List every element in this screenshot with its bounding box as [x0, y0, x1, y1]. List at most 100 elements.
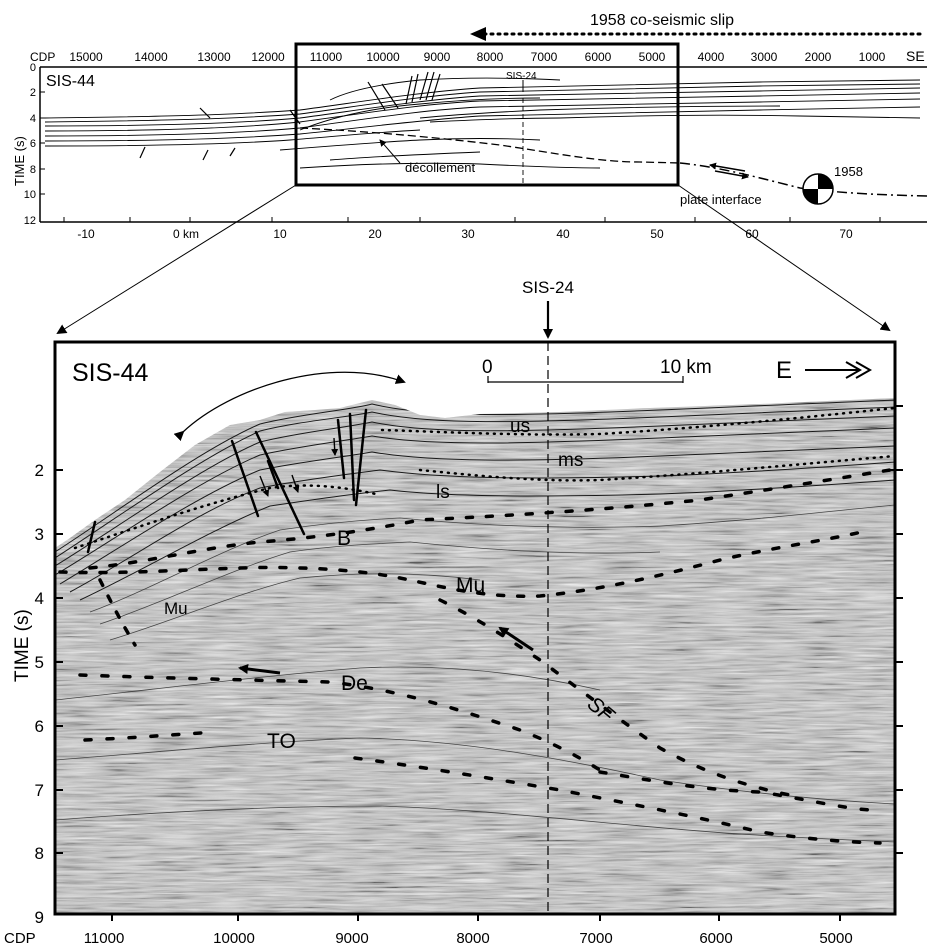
top-section-label: SIS-44	[46, 73, 95, 90]
horizon-mu	[58, 528, 872, 598]
top-reflectors	[44, 77, 921, 169]
top-cdp-prefix: CDP	[30, 50, 55, 64]
seismic-image	[55, 398, 895, 914]
top-cdp-tick: 15000	[69, 50, 103, 64]
top-cdp-tick: 2000	[805, 50, 832, 64]
fault-line	[230, 439, 260, 518]
bottom-cdp-tick: 9000	[335, 930, 368, 947]
unit-label-b: B	[337, 527, 351, 550]
horizon-de	[78, 673, 602, 772]
zoom-connector-left	[56, 184, 297, 335]
top-cdp-tick: 10000	[366, 50, 400, 64]
unit-label-mu-center: Mu	[456, 574, 485, 597]
top-decollement-pointer	[379, 139, 401, 164]
zoom-box	[294, 42, 680, 187]
unit-label-us: us	[510, 416, 530, 437]
bottom-panel-frame	[53, 340, 897, 916]
fault-line	[266, 459, 280, 490]
top-direction-label: SE	[906, 48, 925, 64]
sis24-marker-label: SIS-24	[522, 278, 574, 297]
de-slip-arrow	[238, 664, 281, 675]
top-km-tick: 40	[556, 227, 570, 241]
slip-arrow-head	[470, 27, 486, 41]
zoom-connector-right	[677, 184, 891, 332]
bottom-time-tick: 4	[35, 589, 44, 608]
scale-start-label: 0	[482, 357, 493, 378]
scale-end-label: 10 km	[660, 357, 712, 378]
unit-label-ls: ls	[436, 482, 450, 503]
bottom-time-axis-label: TIME (s)	[12, 609, 33, 682]
slip-label: 1958 co-seismic slip	[590, 12, 734, 29]
interpreted-horizons	[58, 406, 897, 845]
bottom-cdp-tick: 7000	[579, 930, 612, 947]
top-time-ticks	[40, 91, 45, 195]
bottom-panel: us ms ls B Mu Mu De TO SF SIS-44 0 10 km…	[4, 340, 903, 947]
top-cdp-tick: 12000	[251, 50, 285, 64]
top-time-tick: 12	[24, 215, 36, 227]
bottom-time-tick: 6	[35, 717, 44, 736]
horizon-sf	[438, 598, 792, 797]
bottom-section-label: SIS-44	[72, 359, 149, 387]
bottom-time-tick: 8	[35, 844, 44, 863]
top-cdp-tick: 3000	[751, 50, 778, 64]
top-time-tick: 4	[30, 113, 36, 125]
horizon-us-ms	[380, 406, 897, 436]
top-time-tick: 6	[30, 138, 36, 150]
top-plate-interface	[679, 162, 927, 197]
horizon-to	[83, 730, 217, 742]
east-arrow-icon	[805, 361, 873, 379]
bottom-cdp-ticks	[111, 914, 841, 921]
top-time-tick: 2	[30, 87, 36, 99]
horizon-b-lower	[88, 468, 892, 570]
scale-bar: 0 10 km	[482, 357, 712, 383]
top-time-tick: 8	[30, 164, 36, 176]
bottom-time-tick: 9	[35, 908, 44, 927]
top-interface-arrow	[714, 170, 749, 180]
horizon-base-upper	[598, 770, 872, 812]
top-km-tick-labels: -10 0 km 10 20 30 40 50 60 70	[77, 227, 853, 241]
top-cdp-tick: 1000	[859, 50, 886, 64]
bottom-direction-label: E	[776, 357, 792, 384]
bottom-cdp-tick: 8000	[456, 930, 489, 947]
fault-line	[254, 430, 306, 536]
top-faults	[139, 71, 441, 161]
top-km-tick: 20	[368, 227, 382, 241]
unit-label-to: TO	[267, 730, 296, 753]
bottom-cdp-prefix: CDP	[4, 930, 36, 947]
top-km-tick: -10	[77, 227, 95, 241]
top-time-tick: 10	[24, 189, 36, 201]
bottom-time-ticks	[55, 405, 903, 854]
top-plate-interface-label: plate interface	[680, 192, 762, 207]
top-cdp-tick-labels: 15000 14000 13000 12000 11000 10000 9000…	[69, 50, 885, 64]
top-time-tick-labels: 0 2 4 6 8 10 12	[24, 62, 36, 227]
top-decollement-label: décollement	[405, 160, 475, 175]
top-cdp-tick: 13000	[197, 50, 231, 64]
top-interface-arrow	[709, 162, 746, 172]
top-event-label: 1958	[834, 164, 863, 179]
top-km-tick: 50	[650, 227, 664, 241]
fault-line	[86, 520, 97, 554]
bottom-cdp-tick: 6000	[699, 930, 732, 947]
top-km-tick: 70	[839, 227, 853, 241]
top-km-tick: 10	[273, 227, 287, 241]
top-cdp-tick: 8000	[477, 50, 504, 64]
fold-arc-arrow	[173, 371, 406, 442]
top-cdp-tick: 11000	[310, 50, 343, 64]
horizon-ms-ls	[418, 454, 897, 482]
top-cdp-tick: 14000	[134, 50, 168, 64]
bottom-time-tick: 5	[35, 653, 44, 672]
bottom-time-tick: 7	[35, 781, 44, 800]
focal-mechanism-icon	[802, 173, 834, 205]
top-decollement-line	[299, 127, 681, 164]
bottom-time-tick: 2	[35, 461, 44, 480]
top-km-tick: 30	[461, 227, 475, 241]
top-cdp-tick: 6000	[585, 50, 612, 64]
unit-label-de: De	[341, 672, 368, 695]
top-km-tick: 60	[745, 227, 759, 241]
top-sis24-label: SIS-24	[506, 71, 537, 82]
horizon-b-upper	[73, 484, 382, 550]
top-time-tick: 0	[30, 62, 36, 74]
top-cdp-tick: 5000	[639, 50, 666, 64]
horizon-mu-left	[98, 578, 137, 647]
